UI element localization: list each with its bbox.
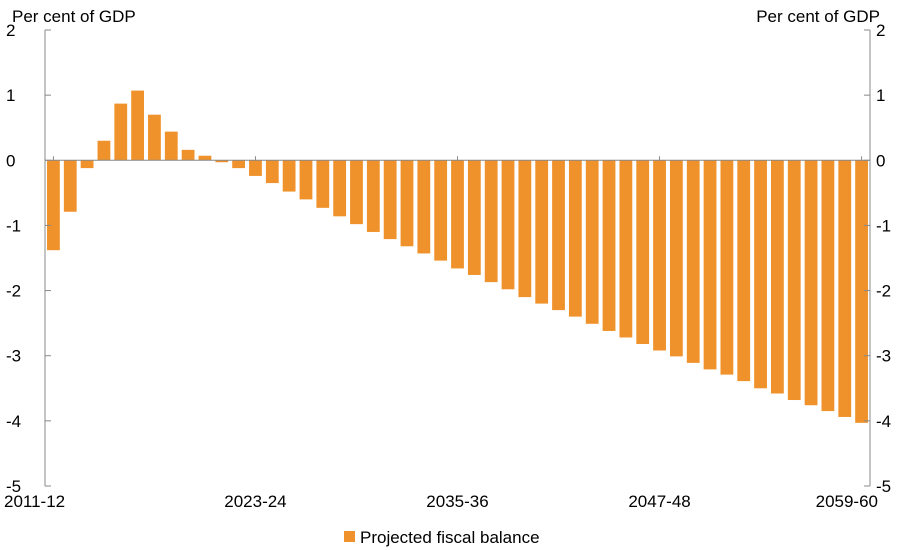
x-tick-label: 2047-48 bbox=[628, 492, 690, 511]
bar-2047-48 bbox=[653, 160, 666, 351]
bar-2039-40 bbox=[518, 160, 532, 298]
bar-2049-50 bbox=[686, 160, 700, 363]
bar-2054-55 bbox=[771, 160, 784, 394]
bar-2058-59 bbox=[838, 160, 852, 417]
bar-2044-45 bbox=[602, 160, 616, 331]
bar-2031-32 bbox=[383, 160, 397, 240]
x-tick-label: 2059-60 bbox=[816, 492, 878, 511]
bar-2034-35 bbox=[434, 160, 448, 261]
left-tick-label: -3 bbox=[6, 347, 21, 366]
bar-2015-16 bbox=[114, 103, 128, 161]
right-tick-label: -4 bbox=[876, 412, 891, 431]
bar-2016-17 bbox=[131, 90, 144, 161]
bar-2040-41 bbox=[535, 160, 549, 304]
left-tick-label: -5 bbox=[6, 477, 21, 496]
bar-2036-37 bbox=[467, 160, 481, 275]
bar-2041-42 bbox=[552, 160, 565, 311]
bar-2030-31 bbox=[366, 160, 380, 232]
bar-2022-23 bbox=[232, 160, 246, 169]
left-tick-label: 2 bbox=[6, 21, 15, 40]
bar-2019-20 bbox=[181, 149, 195, 161]
bar-2028-29 bbox=[333, 160, 347, 217]
bar-2057-58 bbox=[821, 160, 835, 412]
bar-2011-12 bbox=[47, 160, 60, 251]
legend-label: Projected fiscal balance bbox=[360, 528, 540, 547]
bar-2037-38 bbox=[484, 160, 498, 283]
right-axis-unit-label: Per cent of GDP bbox=[756, 7, 880, 26]
bar-2026-27 bbox=[299, 160, 313, 200]
bar-2042-43 bbox=[568, 160, 582, 317]
bar-2025-26 bbox=[282, 160, 296, 192]
bar-2055-56 bbox=[787, 160, 801, 401]
x-tick-label: 2023-24 bbox=[224, 492, 286, 511]
bar-2038-39 bbox=[501, 160, 515, 290]
bar-2053-54 bbox=[754, 160, 767, 389]
bar-2051-52 bbox=[720, 160, 734, 375]
legend-swatch bbox=[344, 531, 355, 542]
left-tick-label: -4 bbox=[6, 412, 21, 431]
bar-2052-53 bbox=[737, 160, 751, 382]
bar-2050-51 bbox=[703, 160, 717, 370]
bar-2018-19 bbox=[164, 131, 178, 161]
bar-2045-46 bbox=[619, 160, 633, 338]
bar-2059-60 bbox=[855, 160, 868, 423]
bar-2033-34 bbox=[417, 160, 431, 254]
bar-2029-30 bbox=[350, 160, 363, 225]
right-tick-label: 0 bbox=[876, 151, 885, 170]
right-tick-label: 1 bbox=[876, 86, 885, 105]
left-axis-unit-label: Per cent of GDP bbox=[12, 7, 136, 26]
bar-2017-18 bbox=[148, 114, 161, 161]
left-tick-label: -2 bbox=[6, 282, 21, 301]
bar-2035-36 bbox=[451, 160, 464, 269]
bar-2014-15 bbox=[97, 140, 111, 161]
bar-2043-44 bbox=[585, 160, 599, 324]
bar-2023-24 bbox=[249, 160, 262, 176]
left-tick-label: 1 bbox=[6, 86, 15, 105]
right-tick-label: -3 bbox=[876, 347, 891, 366]
bar-2012-13 bbox=[63, 160, 77, 212]
bar-2056-57 bbox=[804, 160, 818, 406]
bar-series bbox=[47, 90, 868, 423]
x-tick-label: 2035-36 bbox=[426, 492, 488, 511]
right-tick-label: -2 bbox=[876, 282, 891, 301]
left-tick-label: 0 bbox=[6, 151, 15, 170]
bar-2046-47 bbox=[636, 160, 650, 344]
right-tick-label: -1 bbox=[876, 216, 891, 235]
bar-2013-14 bbox=[80, 160, 94, 169]
bar-2027-28 bbox=[316, 160, 330, 208]
right-tick-label: 2 bbox=[876, 21, 885, 40]
bar-2024-25 bbox=[265, 160, 279, 184]
left-tick-label: -1 bbox=[6, 216, 21, 235]
x-tick-label: 2011-12 bbox=[4, 492, 65, 511]
right-tick-label: -5 bbox=[876, 477, 891, 496]
legend: Projected fiscal balance bbox=[344, 528, 540, 547]
bar-2032-33 bbox=[400, 160, 414, 247]
bar-2048-49 bbox=[669, 160, 683, 357]
bar-2020-21 bbox=[198, 155, 212, 161]
bar-2021-22 bbox=[215, 160, 229, 163]
